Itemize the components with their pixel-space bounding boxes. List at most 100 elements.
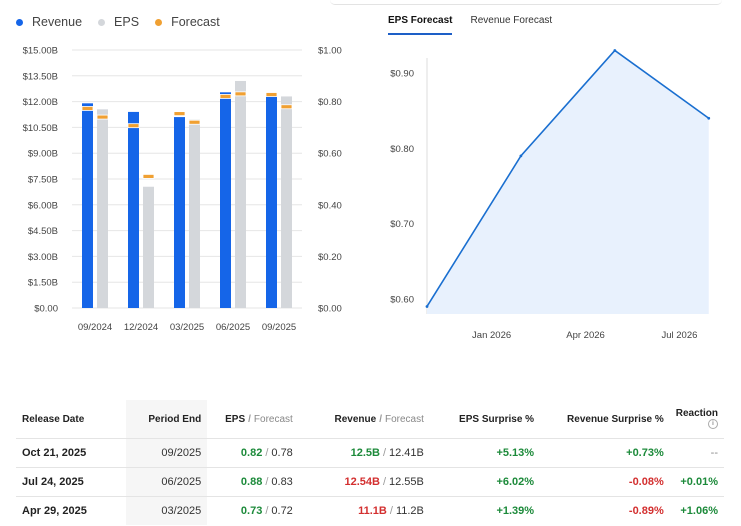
col-eps-surprise[interactable]: EPS Surprise %: [459, 413, 535, 425]
eps-surprise-cell: +6.02%: [429, 467, 541, 497]
eps-forecast-value: 0.83: [271, 476, 293, 488]
chart-legend: Revenue EPS Forecast: [16, 15, 236, 29]
eps-surprise-value: +5.13%: [496, 447, 535, 459]
y-right-tick-label: $0.20: [318, 252, 342, 263]
y-right-tick-label: $0.40: [318, 200, 342, 211]
forecast-point: [707, 116, 711, 120]
table-row[interactable]: Oct 21, 2025 09/2025 0.82/0.78 12.5B/12.41B…: [16, 438, 724, 468]
eps-dot-icon: [98, 18, 106, 26]
y-left-tick-label: $15.00B: [23, 46, 58, 57]
reaction-value: +1.06%: [680, 505, 718, 517]
release-date-cell: Jul 24, 2025: [16, 467, 127, 497]
revenue-value: 12.5B: [350, 447, 380, 459]
period-end-cell: 09/2025: [126, 438, 208, 468]
table-header-row: Release Date Period End EPS / Forecast Rev…: [16, 400, 724, 439]
legend-item-eps[interactable]: EPS: [98, 15, 139, 29]
eps-bar: [97, 109, 108, 308]
x-tick-label: 09/2024: [78, 322, 112, 333]
y-right-tick-label: $0.80: [318, 97, 342, 108]
eps-forecast-value: 0.72: [271, 505, 293, 517]
table-row[interactable]: Jul 24, 2025 06/2025 0.88/0.83 12.54B/12.55…: [16, 467, 724, 497]
reaction-value: --: [710, 447, 718, 459]
legend-item-revenue[interactable]: Revenue: [16, 15, 82, 29]
y-tick-label: $0.60: [390, 294, 414, 305]
col-revenue-forecast[interactable]: Revenue / Forecast: [334, 413, 424, 425]
y-left-tick-label: $0.00: [34, 304, 58, 315]
eps-surprise-cell: +1.39%: [429, 496, 541, 525]
period-end-cell: 06/2025: [126, 467, 208, 497]
eps-header: EPS: [225, 413, 246, 425]
col-reaction[interactable]: Reactioni: [670, 400, 724, 439]
eps-bar: [189, 119, 200, 308]
x-tick-label: Jul 2026: [661, 330, 697, 341]
y-left-tick-label: $4.50B: [28, 226, 58, 237]
revenue-forecast-marker: [127, 123, 140, 129]
revenue-surprise-value: -0.89%: [628, 505, 664, 517]
y-left-tick-label: $10.50B: [23, 123, 58, 134]
eps-forecast-marker: [234, 91, 247, 97]
y-tick-label: $0.90: [390, 69, 414, 80]
y-right-tick-label: $0.60: [318, 149, 342, 160]
revenue-bar: [128, 111, 139, 308]
revenue-forecast-value: 11.2B: [395, 505, 424, 517]
eps-forecast-marker: [96, 114, 109, 120]
revenue-cell: 12.54B/12.55B: [298, 467, 430, 497]
y-left-tick-label: $9.00B: [28, 149, 58, 160]
col-period-end[interactable]: Period End: [126, 400, 208, 439]
legend-label: Forecast: [171, 15, 220, 29]
eps-bar: [143, 186, 154, 308]
tab-eps-forecast[interactable]: EPS Forecast: [388, 15, 453, 35]
y-right-tick-label: $0.00: [318, 304, 342, 315]
eps-forecast-value: 0.78: [271, 447, 293, 459]
eps-cell: 0.82/0.78: [207, 438, 299, 468]
revenue-forecast-marker: [173, 111, 186, 117]
table-row[interactable]: Apr 29, 2025 03/2025 0.73/0.72 11.1B/11.2B +…: [16, 496, 724, 525]
x-tick-label: Apr 2026: [566, 330, 605, 341]
legend-label: Revenue: [32, 15, 83, 29]
forecast-line: [426, 49, 710, 307]
revenue-surprise-value: +0.73%: [626, 447, 664, 459]
reaction-value: +0.01%: [680, 476, 718, 488]
x-tick-label: 03/2025: [170, 322, 204, 333]
revenue-cell: 12.5B/12.41B: [298, 438, 430, 468]
eps-bar: [281, 96, 292, 308]
y-tick-label: $0.70: [390, 219, 414, 230]
col-eps-forecast[interactable]: EPS / Forecast: [225, 413, 293, 425]
revenue-forecast-header: Forecast: [384, 413, 424, 425]
eps-forecast-marker: [188, 119, 201, 125]
reaction-header: Reaction: [675, 408, 718, 419]
y-right-tick-label: $1.00: [318, 46, 342, 57]
forecast-point: [425, 305, 429, 308]
revenue-cell: 11.1B/11.2B: [298, 496, 430, 525]
eps-forecast-marker: [142, 174, 155, 179]
revenue-surprise-cell: +0.73%: [540, 438, 670, 468]
reaction-cell: +0.01%: [669, 467, 724, 497]
eps-value: 0.88: [240, 476, 263, 488]
x-tick-label: 12/2024: [124, 322, 158, 333]
panel-top-border: [330, 0, 722, 5]
revenue-eps-bar-chart: $0.00 $1.50B $3.00B $4.50B $6.00B $7.50B $9.00…: [23, 46, 342, 334]
eps-cell: 0.88/0.83: [207, 467, 299, 497]
col-revenue-surprise[interactable]: Revenue Surprise %: [567, 413, 664, 425]
revenue-forecast-value: 12.41B: [389, 447, 424, 459]
revenue-forecast-marker: [81, 106, 94, 111]
revenue-dot-icon: [16, 18, 23, 26]
eps-forecast-header: Forecast: [253, 413, 293, 425]
eps-forecast-area-chart: $0.60 $0.70 $0.80 $0.90 Jan 2026 Apr 2026 Jul …: [390, 49, 711, 341]
revenue-forecast-marker: [219, 94, 232, 99]
y-left-tick-label: $6.00B: [28, 200, 58, 211]
forecast-area-fill: [427, 50, 709, 315]
legend-label: EPS: [114, 15, 140, 29]
eps-surprise-value: +6.02%: [496, 476, 535, 488]
revenue-bar: [82, 103, 93, 308]
col-release-date[interactable]: Release Date: [22, 413, 85, 425]
reaction-cell: --: [669, 438, 724, 468]
tab-revenue-forecast[interactable]: Revenue Forecast: [470, 15, 553, 26]
info-icon[interactable]: i: [708, 419, 718, 430]
period-end-cell: 03/2025: [126, 496, 208, 525]
eps-cell: 0.73/0.72: [207, 496, 299, 525]
revenue-value: 12.54B: [344, 476, 380, 488]
revenue-bar: [174, 117, 185, 308]
forecast-tabs: EPS Forecast Revenue Forecast: [388, 15, 570, 35]
legend-item-forecast[interactable]: Forecast: [155, 15, 220, 29]
